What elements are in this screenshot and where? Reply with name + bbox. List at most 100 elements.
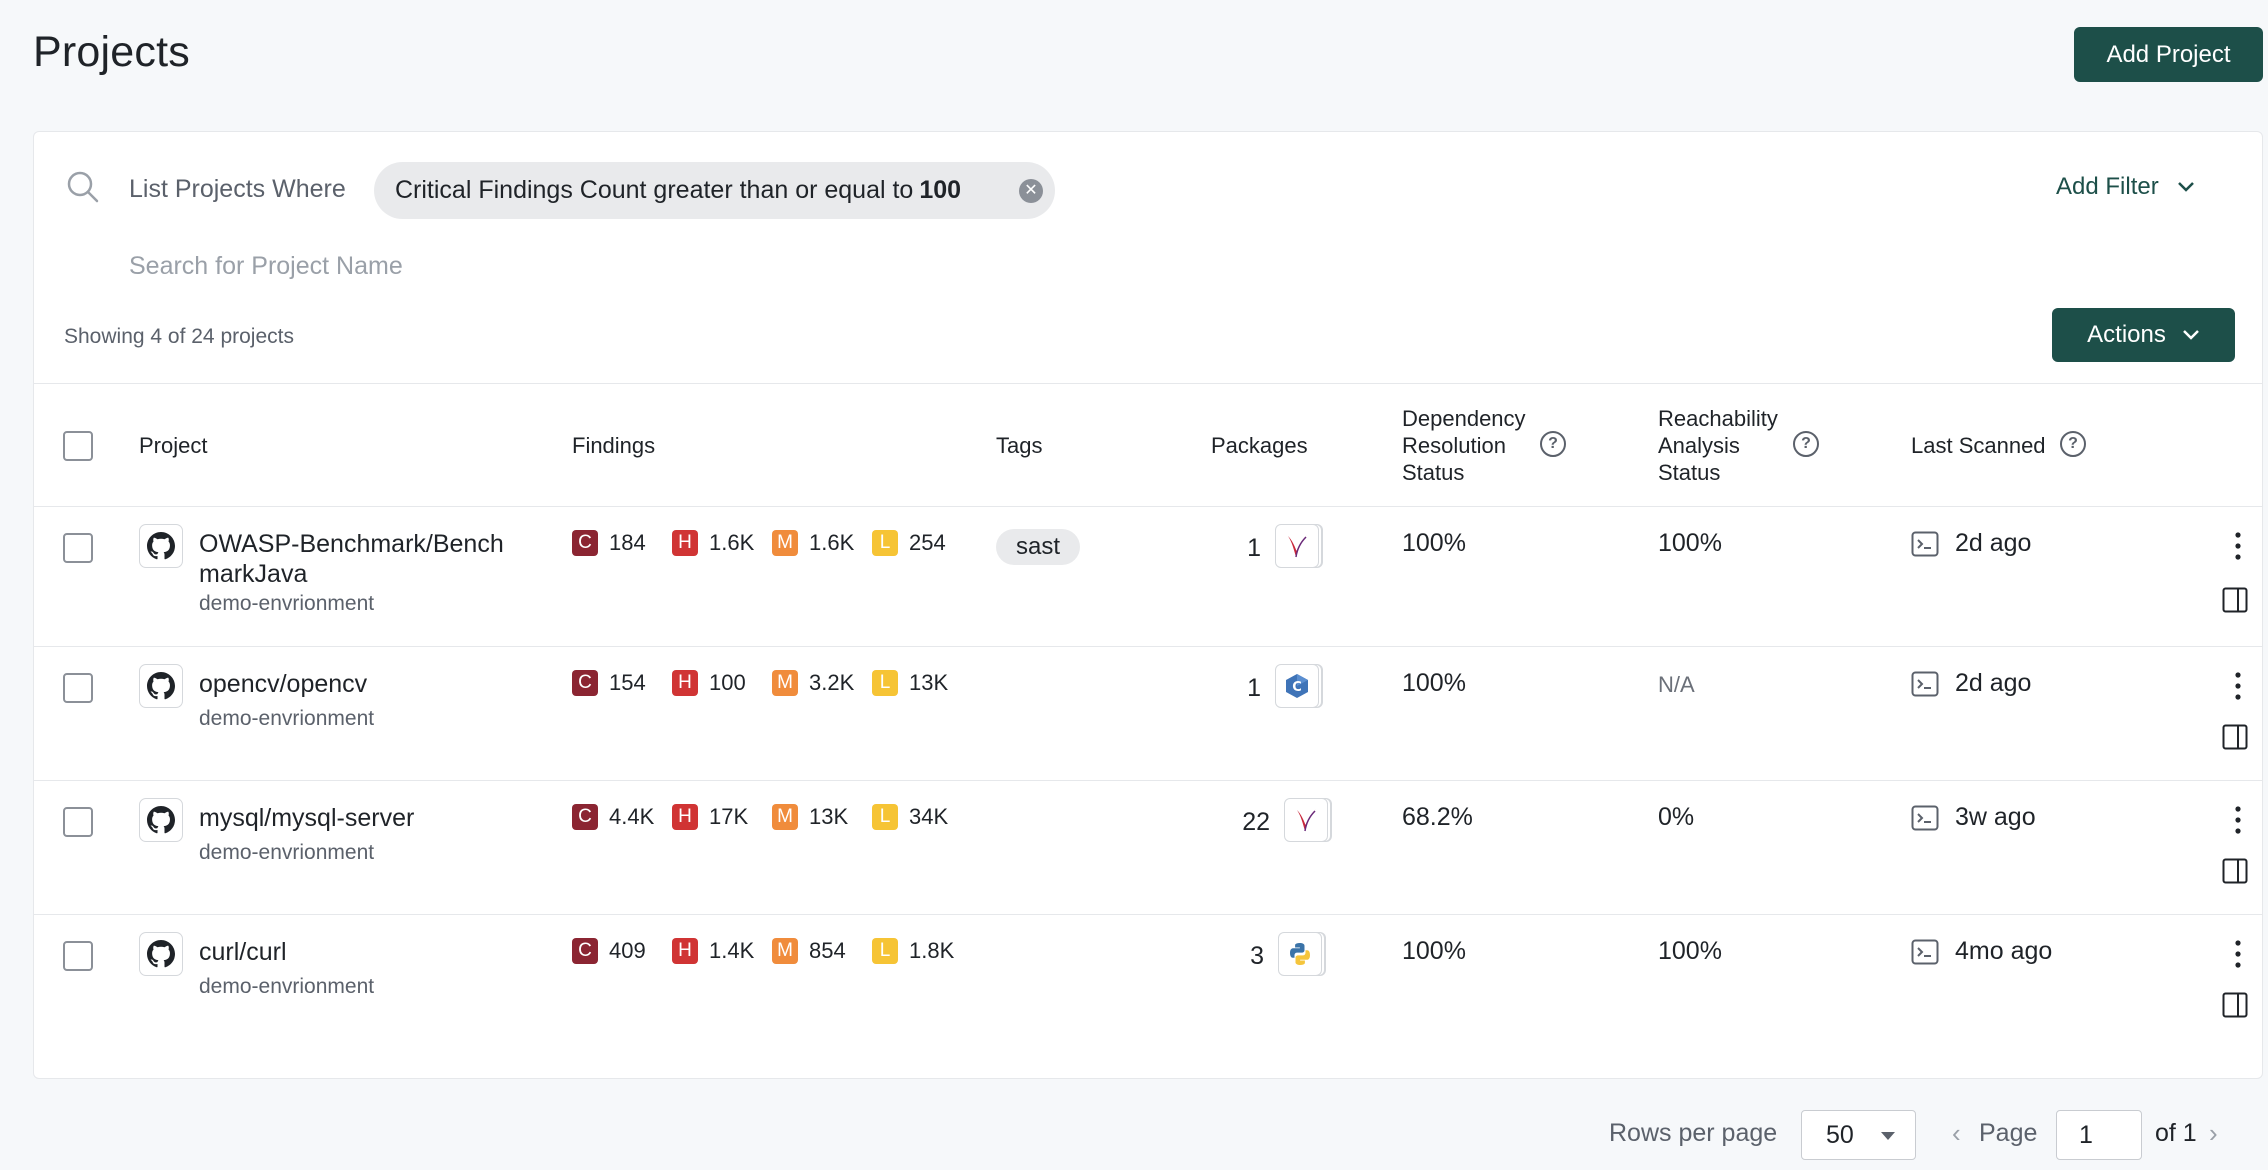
findings-high[interactable]: H 17K [672,804,748,830]
more-options-icon[interactable] [2229,805,2247,835]
chevron-down-icon [2177,182,2194,192]
project-name-link[interactable]: mysql/mysql-server [199,803,539,833]
terminal-icon [1911,939,1939,964]
severity-high-badge: H [672,938,698,964]
last-scanned: 4mo ago [1911,937,2052,966]
remove-filter-icon[interactable]: ✕ [1019,179,1043,203]
row-checkbox[interactable] [63,533,93,563]
findings-medium[interactable]: M 13K [772,804,848,830]
findings-low[interactable]: L 13K [872,670,948,696]
more-options-icon[interactable] [2229,531,2247,561]
packages-count[interactable]: 22 [1242,808,1270,836]
column-header-last-scanned[interactable]: Last Scanned [1911,433,2046,458]
select-all-checkbox[interactable] [63,431,93,461]
severity-high-badge: H [672,530,698,556]
add-filter-button[interactable]: Add Filter [2056,173,2195,201]
table-row[interactable]: curl/curl demo-envrionment C 409 H 1.4K … [34,915,2262,1049]
findings-critical[interactable]: C 4.4K [572,804,654,830]
row-checkbox[interactable] [63,673,93,703]
findings-medium[interactable]: M 1.6K [772,530,854,556]
table-row[interactable]: OWASP-Benchmark/Bench markJava demo-envri… [34,507,2262,647]
project-name-link[interactable]: curl/curl [199,937,539,967]
findings-low[interactable]: L 34K [872,804,948,830]
python-icon [1278,932,1322,976]
project-name-line: markJava [199,560,308,588]
help-icon[interactable]: ? [1793,431,1819,457]
github-icon [139,524,183,568]
findings-critical[interactable]: C 184 [572,530,646,556]
help-icon[interactable]: ? [2060,431,2086,457]
findings-high[interactable]: H 1.6K [672,530,754,556]
tag-badge[interactable]: sast [996,529,1081,565]
pagination: Rows per page 50 ‹ Page of 1 › [0,1110,2268,1160]
findings-high[interactable]: H 1.4K [672,938,754,964]
findings-low[interactable]: L 254 [872,530,946,556]
reachability-status: 0% [1658,803,1695,831]
findings-low[interactable]: L 1.8K [872,938,954,964]
last-scanned-text: 2d ago [1955,529,2032,557]
actions-label: Actions [2087,321,2166,348]
findings-medium-count: 13K [809,804,849,829]
chevron-left-icon[interactable]: ‹ [1952,1118,1961,1148]
side-panel-icon[interactable] [2222,992,2248,1018]
project-environment: demo-envrionment [199,975,375,998]
help-icon[interactable]: ? [1540,431,1566,457]
caret-down-icon [1881,1132,1895,1140]
more-options-icon[interactable] [2229,671,2247,701]
findings-medium[interactable]: M 854 [772,938,846,964]
add-project-button[interactable]: Add Project [2074,27,2263,82]
project-name-link[interactable]: opencv/opencv [199,669,539,699]
packages-count[interactable]: 1 [1247,534,1261,562]
project-name-text: curl/curl [199,938,287,966]
github-icon [139,932,183,976]
table-row[interactable]: opencv/opencv demo-envrionment C 154 H 1… [34,647,2262,781]
findings-critical[interactable]: C 409 [572,938,646,964]
severity-high-badge: H [672,670,698,696]
side-panel-icon[interactable] [2222,724,2248,750]
severity-low-badge: L [872,670,898,696]
packages-count[interactable]: 1 [1247,674,1261,702]
rows-per-page-select[interactable]: 50 [1801,1110,1916,1160]
severity-medium-badge: M [772,530,798,556]
project-search-input[interactable] [129,244,829,288]
github-icon [139,798,183,842]
header-line: Resolution [1402,432,1526,459]
project-environment: demo-envrionment [199,707,375,730]
results-count: Showing 4 of 24 projects [64,325,294,348]
project-name-link[interactable]: OWASP-Benchmark/Bench markJava [199,529,539,589]
last-scanned-text: 3w ago [1955,803,2036,831]
side-panel-icon[interactable] [2222,858,2248,884]
findings-critical-count: 409 [609,938,646,963]
last-scanned-text: 4mo ago [1955,937,2053,965]
reachability-status: 100% [1658,529,1722,557]
chevron-right-icon[interactable]: › [2209,1118,2218,1148]
row-checkbox[interactable] [63,807,93,837]
column-header-packages[interactable]: Packages [1211,433,1308,458]
project-name-text: mysql/mysql-server [199,804,415,832]
column-header-reachability[interactable]: Reachability Analysis Status [1658,405,1778,486]
page-number-input[interactable] [2056,1110,2142,1160]
svg-text:C: C [1292,680,1302,695]
column-header-findings[interactable]: Findings [572,433,656,458]
findings-high[interactable]: H 100 [672,670,746,696]
table-row[interactable]: mysql/mysql-server demo-envrionment C 4.… [34,781,2262,915]
findings-critical[interactable]: C 154 [572,670,646,696]
column-header-dependency-resolution[interactable]: Dependency Resolution Status [1402,405,1526,486]
findings-low-count: 254 [909,530,946,555]
maven-feather-icon [1275,524,1319,568]
filter-bar: List Projects Where Critical Findings Co… [34,132,2262,247]
column-header-project[interactable]: Project [139,433,208,458]
packages-count[interactable]: 3 [1250,942,1264,970]
findings-low-count: 34K [909,804,949,829]
actions-button[interactable]: Actions [2052,308,2235,362]
projects-card: List Projects Where Critical Findings Co… [33,131,2263,1079]
side-panel-icon[interactable] [2222,587,2248,613]
findings-high-count: 1.6K [709,530,755,555]
row-checkbox[interactable] [63,941,93,971]
more-options-icon[interactable] [2229,939,2247,969]
filter-chip[interactable]: Critical Findings Count greater than or … [374,162,1055,219]
header-line: Status [1402,460,1465,485]
findings-medium[interactable]: M 3.2K [772,670,854,696]
rows-per-page-value: 50 [1826,1120,1854,1149]
reachability-status: N/A [1658,672,1695,697]
